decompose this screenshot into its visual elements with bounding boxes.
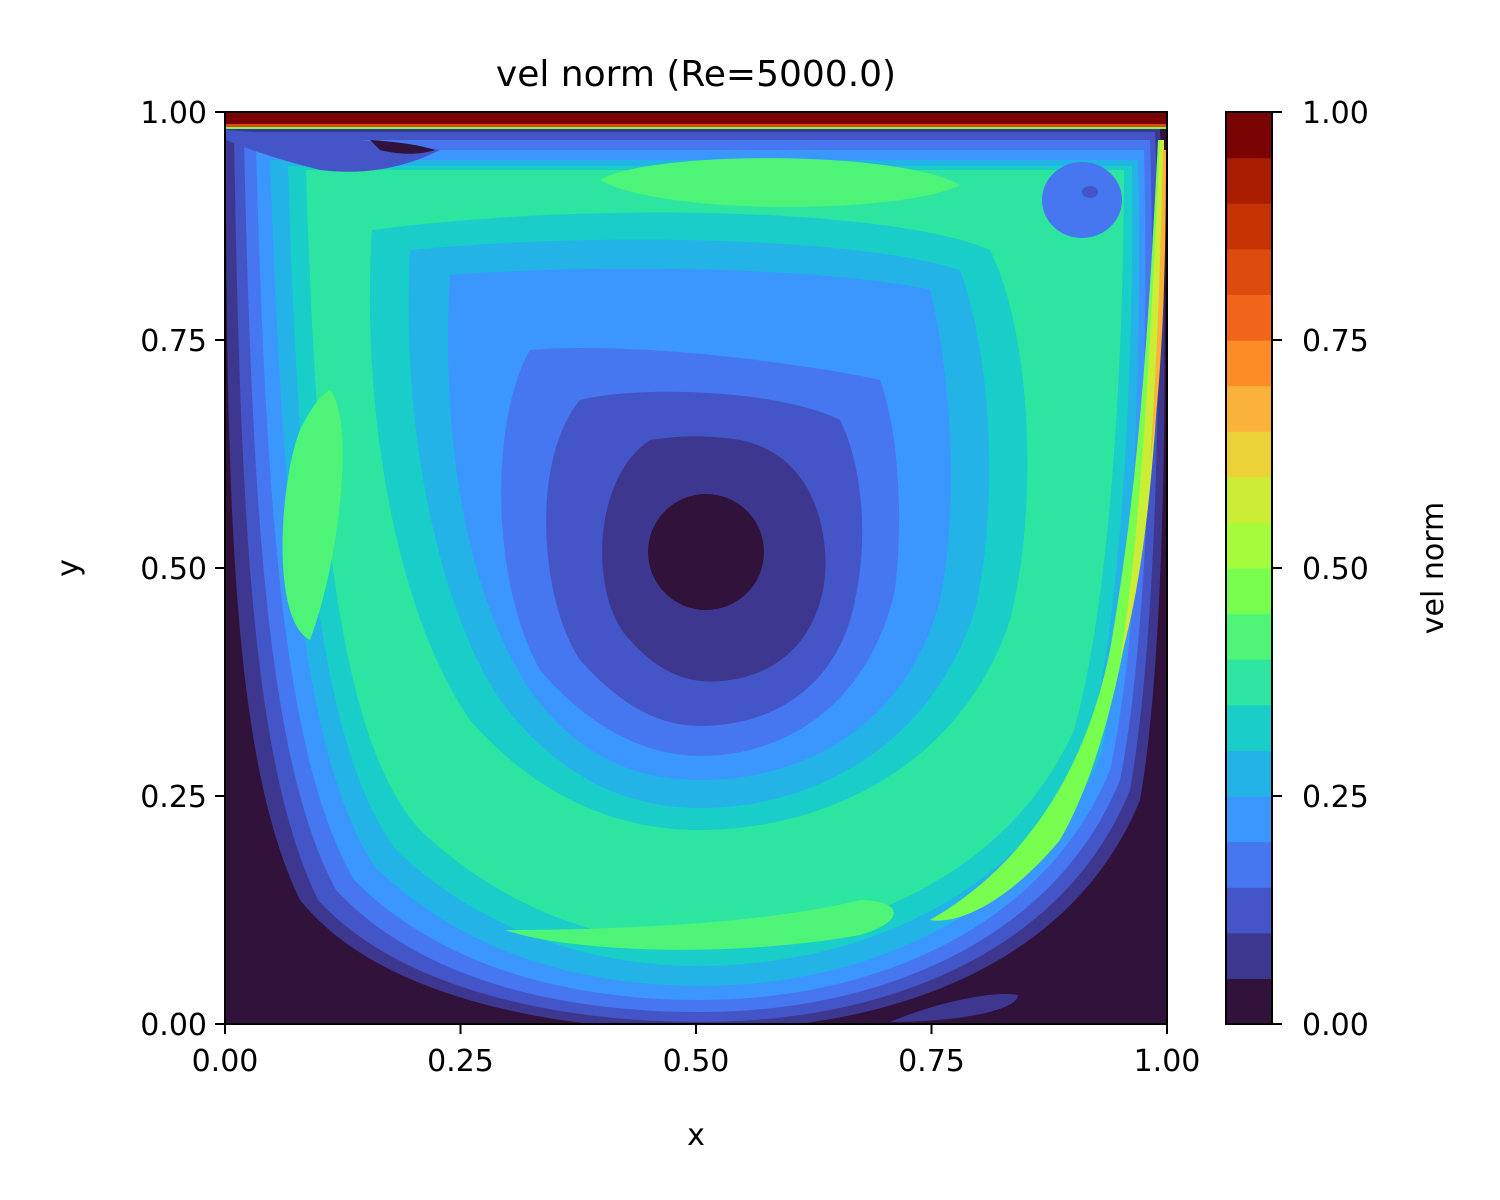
bottom-band-green (505, 900, 894, 950)
x-tick-label: 0.75 (898, 1044, 965, 1079)
colorbar-band (1226, 659, 1272, 706)
y-tick-label: 0.00 (140, 1008, 207, 1043)
x-axis: 0.00 0.25 0.50 0.75 1.00 (192, 1024, 1201, 1079)
vortex-core (648, 494, 764, 610)
colorbar-band (1226, 704, 1272, 751)
x-tick-label: 0.25 (427, 1044, 494, 1079)
lid-band-3 (225, 127, 1167, 129)
plot-area (225, 112, 1167, 1024)
colorbar-label: vel norm (1416, 502, 1451, 634)
x-tick-label: 0.50 (663, 1044, 730, 1079)
colorbar (1226, 112, 1272, 1025)
colorbar-band (1226, 887, 1272, 934)
colorbar-band (1226, 157, 1272, 204)
colorbar-band (1226, 613, 1272, 660)
lid-band-2 (225, 124, 1167, 127)
left-band-green (282, 390, 343, 640)
colorbar-band (1226, 932, 1272, 979)
right-wall-jet-peak (1150, 150, 1166, 460)
y-tick-label: 0.25 (140, 780, 207, 815)
upper-band-green (600, 158, 960, 207)
colorbar-tick-label: 0.00 (1302, 1008, 1369, 1043)
colorbar-band (1226, 750, 1272, 797)
colorbar-tick-label: 0.75 (1302, 324, 1369, 359)
right-wall-jet (930, 140, 1162, 921)
y-axis: 0.00 0.25 0.50 0.75 1.00 (140, 96, 225, 1043)
x-axis-label: x (687, 1118, 705, 1153)
top-right-eddy (1082, 186, 1098, 198)
top-left-eddy (370, 140, 435, 154)
colorbar-band (1226, 385, 1272, 432)
top-left-eddy-ring (226, 130, 440, 172)
colorbar-band (1226, 978, 1272, 1025)
colorbar-band (1226, 796, 1272, 843)
colorbar-tick-label: 0.25 (1302, 780, 1369, 815)
colorbar-tick-label: 0.50 (1302, 552, 1369, 587)
colorbar-band (1226, 340, 1272, 387)
colorbar-tick-label: 1.00 (1302, 96, 1369, 131)
colorbar-band (1226, 841, 1272, 888)
x-tick-label: 1.00 (1134, 1044, 1201, 1079)
y-tick-label: 0.75 (140, 324, 207, 359)
colorbar-band (1226, 522, 1272, 569)
lid-band (225, 112, 1167, 124)
y-tick-label: 1.00 (140, 96, 207, 131)
chart-title: vel norm (Re=5000.0) (496, 54, 896, 95)
x-tick-label: 0.00 (192, 1044, 259, 1079)
colorbar-band (1226, 568, 1272, 615)
colorbar-band (1226, 248, 1272, 295)
colorbar-band (1226, 203, 1272, 250)
colorbar-band (1226, 112, 1272, 159)
colorbar-band (1226, 294, 1272, 341)
bottom-right-eddy (890, 994, 1018, 1022)
y-tick-label: 0.50 (140, 552, 207, 587)
colorbar-axis: 0.00 0.25 0.50 0.75 1.00 (1272, 96, 1369, 1043)
top-right-eddy-ring (1042, 162, 1122, 238)
y-axis-label: y (51, 559, 86, 577)
colorbar-band (1226, 476, 1272, 523)
colorbar-band (1226, 431, 1272, 478)
